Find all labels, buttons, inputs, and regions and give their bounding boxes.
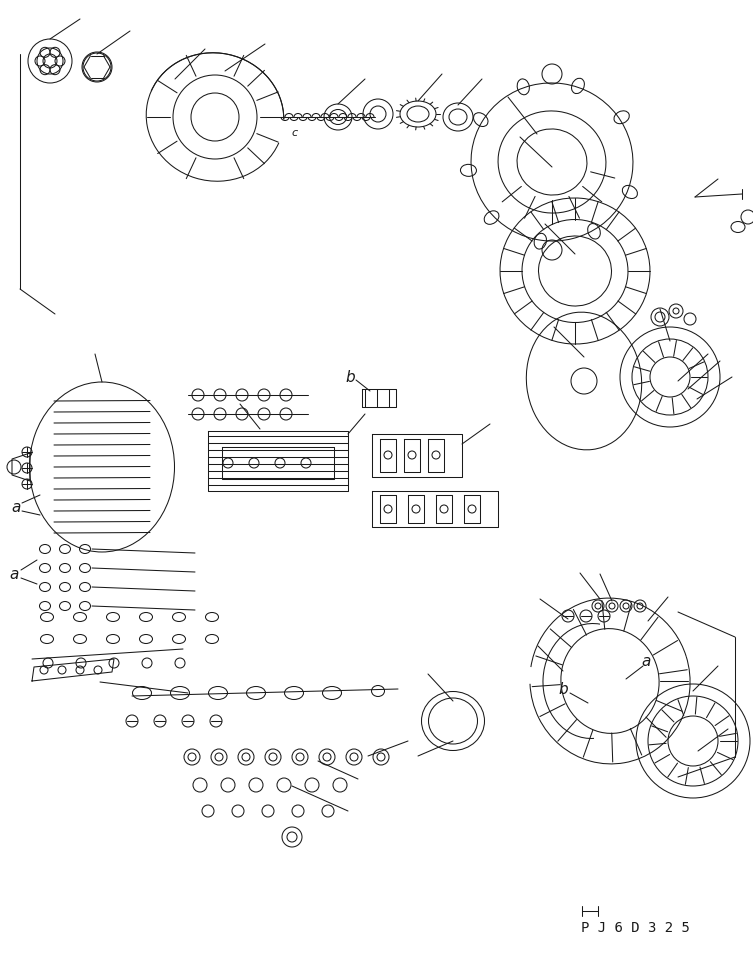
Text: P J 6 D 3 2 5: P J 6 D 3 2 5 [581, 920, 690, 934]
Text: c: c [292, 128, 298, 138]
Text: a: a [642, 654, 651, 669]
Text: a: a [9, 567, 19, 582]
Text: b: b [345, 370, 355, 385]
Text: a: a [11, 500, 20, 515]
Text: b: b [558, 681, 568, 697]
